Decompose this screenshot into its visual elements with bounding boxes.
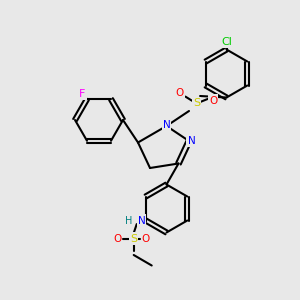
- Text: S: S: [193, 98, 200, 109]
- Text: O: O: [176, 88, 184, 98]
- Text: N: N: [188, 136, 195, 146]
- Text: N: N: [163, 119, 170, 130]
- Text: O: O: [209, 95, 217, 106]
- Text: H: H: [125, 215, 132, 226]
- Text: Cl: Cl: [221, 37, 232, 47]
- Text: S: S: [130, 233, 137, 244]
- Text: F: F: [79, 89, 86, 99]
- Text: O: O: [142, 233, 150, 244]
- Text: O: O: [113, 233, 121, 244]
- Text: N: N: [138, 215, 146, 226]
